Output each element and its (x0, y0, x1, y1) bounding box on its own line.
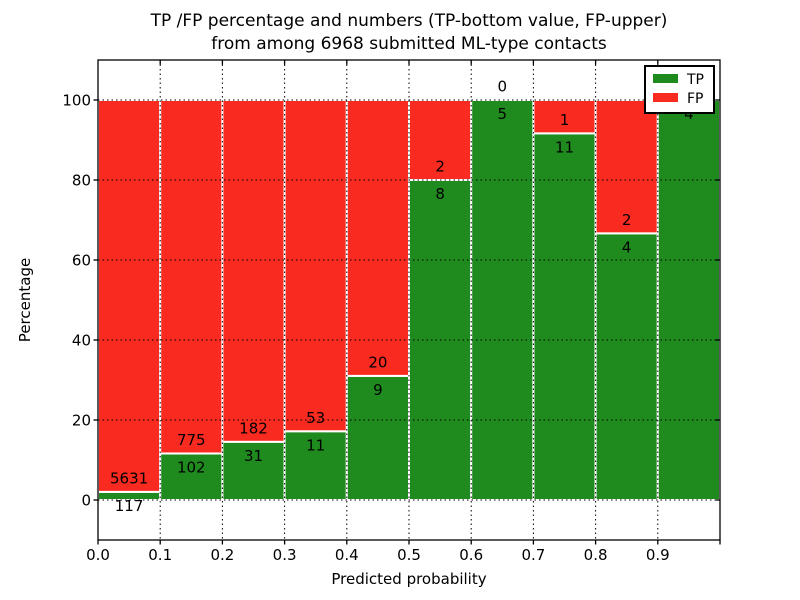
y-tick-label: 80 (72, 172, 91, 190)
bar-tp-count-label: 9 (373, 381, 383, 399)
legend-label-fp: FP (687, 91, 704, 107)
x-axis-label: Predicted probability (331, 570, 486, 588)
bar-fp-segment (283, 99, 348, 433)
bar-fp-count-label: 53 (306, 409, 325, 427)
y-tick-label: 0 (81, 492, 91, 510)
bar-fp-count-label: 2 (622, 211, 632, 229)
bar-tp-segment (656, 99, 721, 501)
x-tick-label: 0.1 (148, 546, 172, 564)
bar-tp-count-label: 11 (306, 436, 325, 454)
bar-tp-count-label: 5 (498, 105, 508, 123)
bar-fp-segment (221, 99, 286, 443)
x-tick-label: 0.3 (273, 546, 297, 564)
y-tick-label: 100 (62, 92, 91, 110)
bar-fp-count-label: 2 (435, 158, 445, 176)
x-tick-label: 0.6 (459, 546, 483, 564)
bar-fp-segment (345, 99, 410, 377)
bar-tp-count-label: 117 (115, 497, 144, 515)
bar-tp-count-label: 8 (435, 185, 445, 203)
x-tick-label: 0.4 (335, 546, 359, 564)
legend-swatch-fp (653, 93, 678, 102)
legend-label-tp: TP (686, 72, 704, 88)
x-tick-label: 0.5 (397, 546, 421, 564)
bar-tp-segment (532, 132, 597, 501)
bar-fp-count-label: 1 (560, 111, 570, 129)
bar-fp-segment (532, 99, 597, 135)
bar-tp-count-label: 4 (622, 238, 632, 256)
y-tick-label: 60 (72, 252, 91, 270)
plot-area: 0.0 0.1 0.2 0.3 0.4 0.5 0.6 0.7 0.8 0.90204060801… (62, 59, 721, 564)
x-tick-label: 0.8 (584, 546, 608, 564)
bar-tp-segment (470, 99, 535, 501)
x-tick-label: 0.7 (521, 546, 545, 564)
chart-title-line1: TP /FP percentage and numbers (TP-bottom… (150, 11, 668, 31)
chart-title-line2: from among 6968 submitted ML-type contac… (211, 34, 607, 54)
bar-tp-count-label: 31 (244, 447, 263, 465)
legend-swatch-tp (653, 74, 678, 83)
bar-tp-count-label: 11 (555, 138, 574, 156)
x-tick-label: 0.2 (210, 546, 234, 564)
x-tick-label: 0.0 (86, 546, 110, 564)
bar-tp-count-label: 102 (177, 458, 206, 476)
bar-fp-segment (408, 99, 473, 181)
legend-box (644, 65, 715, 114)
legend: TP FP (644, 65, 715, 114)
bar-fp-segment (97, 99, 162, 493)
bar-fp-count-label: 20 (368, 353, 387, 371)
x-tick-label: 0.9 (646, 546, 670, 564)
bar-fp-segment (594, 99, 659, 235)
bar-fp-count-label: 182 (239, 419, 268, 437)
bar-fp-segment (159, 99, 224, 455)
bar-tp-segment (594, 232, 659, 501)
bar-fp-count-label: 5631 (110, 469, 148, 487)
y-tick-label: 20 (72, 412, 91, 430)
bar-fp-count-label: 0 (498, 78, 508, 96)
y-tick-label: 40 (72, 332, 91, 350)
y-axis-label: Percentage (16, 258, 34, 342)
bar-fp-count-label: 775 (177, 431, 206, 449)
